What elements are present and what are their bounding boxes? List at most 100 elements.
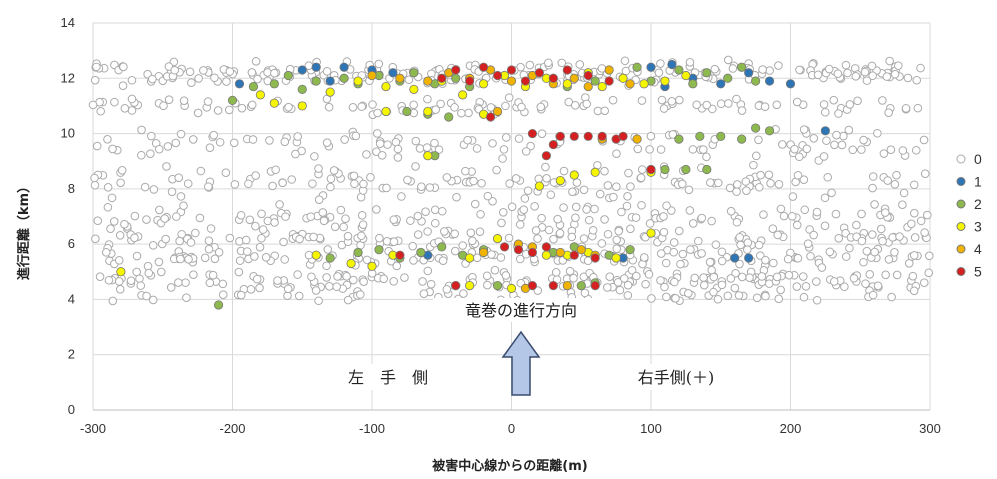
point-damage-0 (174, 278, 183, 287)
point-damage-0 (861, 279, 870, 288)
point-damage-0 (880, 208, 890, 217)
point-damage-0 (104, 275, 114, 285)
point-damage-5 (437, 73, 447, 83)
point-damage-0 (798, 272, 808, 281)
point-damage-0 (95, 272, 105, 281)
point-damage-0 (580, 288, 590, 298)
point-damage-0 (868, 172, 878, 181)
point-damage-0 (803, 239, 813, 249)
point-damage-0 (620, 56, 630, 66)
point-damage-0 (916, 63, 925, 73)
point-damage-0 (706, 178, 715, 187)
point-damage-0 (329, 166, 339, 175)
point-damage-0 (873, 281, 883, 291)
point-damage-2 (702, 164, 712, 175)
point-damage-0 (774, 61, 783, 70)
point-damage-0 (245, 215, 255, 225)
point-damage-0 (343, 231, 353, 241)
point-damage-0 (115, 285, 125, 294)
point-damage-0 (717, 247, 727, 257)
point-damage-0 (675, 95, 684, 105)
y-tick-label: 10 (61, 126, 75, 141)
point-damage-0 (146, 149, 155, 158)
legend: 0 1 2 3 4 5 (956, 151, 982, 280)
point-damage-0 (422, 143, 432, 152)
point-damage-0 (868, 183, 877, 193)
point-damage-0 (754, 135, 763, 145)
point-damage-0 (342, 272, 351, 281)
point-damage-0 (894, 61, 903, 70)
point-damage-0 (142, 215, 151, 224)
point-damage-0 (597, 64, 607, 73)
point-damage-0 (332, 282, 341, 292)
point-damage-0 (919, 135, 929, 145)
point-damage-0 (366, 172, 375, 182)
point-damage-1 (820, 126, 830, 136)
point-damage-0 (749, 160, 758, 170)
point-damage-0 (246, 285, 256, 294)
point-damage-0 (187, 78, 196, 87)
point-damage-3 (255, 90, 265, 100)
point-damage-0 (676, 259, 685, 269)
point-damage-0 (911, 145, 921, 155)
point-damage-0 (760, 102, 770, 112)
point-damage-0 (792, 282, 802, 291)
point-damage-0 (859, 257, 868, 267)
point-damage-0 (647, 294, 656, 303)
point-damage-0 (881, 270, 890, 280)
point-damage-0 (678, 249, 688, 259)
point-damage-3 (681, 70, 691, 81)
point-damage-0 (221, 168, 231, 177)
point-damage-0 (257, 233, 266, 243)
point-damage-0 (600, 215, 609, 224)
point-damage-0 (324, 102, 334, 112)
point-damage-5 (451, 281, 461, 291)
point-damage-0 (501, 271, 511, 280)
point-damage-0 (210, 254, 220, 264)
point-damage-1 (388, 68, 398, 78)
point-damage-4 (569, 73, 579, 83)
point-damage-0 (175, 236, 184, 246)
point-damage-0 (698, 145, 708, 154)
point-damage-3 (611, 253, 621, 263)
point-damage-0 (783, 254, 793, 264)
point-damage-0 (774, 294, 784, 304)
point-damage-0 (174, 173, 184, 182)
point-damage-0 (293, 132, 302, 141)
point-damage-0 (605, 272, 615, 281)
point-damage-0 (909, 251, 919, 260)
point-damage-0 (357, 102, 366, 111)
point-damage-1 (311, 62, 321, 72)
point-damage-0 (817, 263, 827, 272)
point-damage-0 (423, 227, 432, 236)
point-damage-0 (208, 270, 218, 280)
point-damage-0 (841, 60, 851, 70)
point-damage-0 (476, 209, 485, 219)
point-damage-0 (452, 192, 461, 202)
point-damage-0 (486, 103, 496, 112)
y-tick-label: 12 (61, 70, 75, 85)
point-damage-2 (723, 73, 733, 83)
point-damage-0 (490, 265, 500, 275)
point-damage-0 (268, 181, 277, 191)
point-damage-0 (293, 270, 302, 279)
point-damage-5 (534, 68, 545, 78)
point-damage-1 (667, 59, 677, 70)
point-damage-0 (565, 266, 575, 276)
point-damage-0 (631, 213, 641, 222)
point-damage-0 (120, 219, 129, 229)
point-damage-0 (350, 179, 359, 189)
point-damage-0 (702, 152, 711, 162)
point-damage-2 (681, 164, 691, 175)
point-damage-0 (340, 135, 349, 144)
point-damage-0 (758, 65, 767, 74)
point-damage-0 (883, 176, 892, 185)
point-damage-0 (831, 209, 841, 219)
point-damage-0 (514, 134, 524, 143)
point-damage-4 (562, 281, 572, 291)
point-damage-0 (265, 136, 274, 145)
point-damage-0 (632, 271, 641, 281)
point-damage-0 (768, 224, 778, 233)
point-damage-3 (597, 81, 607, 92)
point-damage-0 (761, 291, 770, 301)
